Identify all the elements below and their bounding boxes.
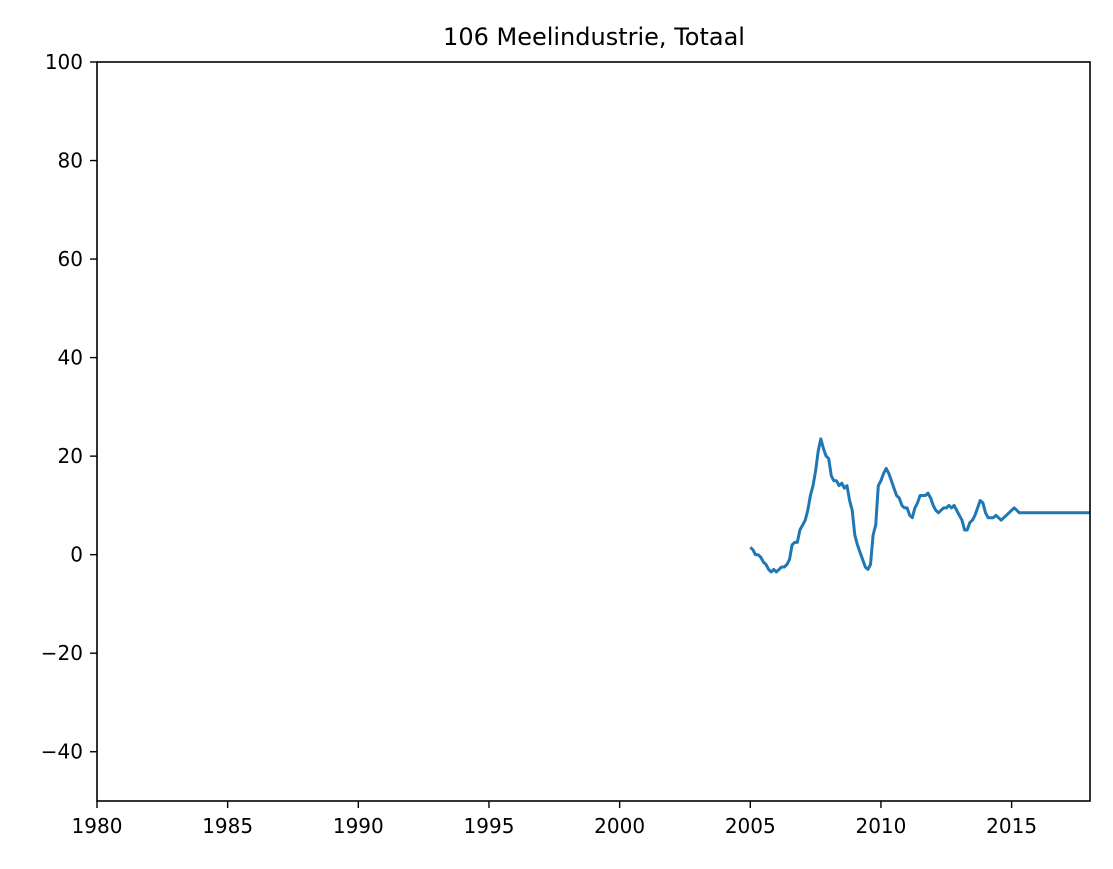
x-tick-label: 1995 [464, 814, 515, 838]
y-tick-label: 0 [70, 543, 83, 567]
y-axis: −40 −20 0 20 40 60 80 100 [41, 50, 97, 764]
x-tick-label: 2005 [725, 814, 776, 838]
x-tick-label: 2015 [986, 814, 1037, 838]
chart-title: 106 Meelindustrie, Totaal [443, 23, 745, 51]
x-tick-label: 2000 [594, 814, 645, 838]
y-tick-label: −20 [41, 641, 83, 665]
series-line-layer [749, 437, 1090, 574]
y-tick-label: 100 [45, 50, 83, 74]
x-tick-label: 1980 [72, 814, 123, 838]
y-tick-label: 60 [58, 247, 83, 271]
x-tick-label: 1985 [202, 814, 253, 838]
series-line [749, 437, 1090, 574]
x-axis: 1980 1985 1990 1995 2000 2005 2010 2015 [72, 801, 1037, 838]
y-tick-label: −40 [41, 740, 83, 764]
y-tick-label: 80 [58, 149, 83, 173]
x-tick-label: 1990 [333, 814, 384, 838]
y-tick-label: 40 [58, 346, 83, 370]
plot-frame [96, 61, 1091, 802]
x-tick-label: 2010 [855, 814, 906, 838]
y-tick-label: 20 [58, 444, 83, 468]
